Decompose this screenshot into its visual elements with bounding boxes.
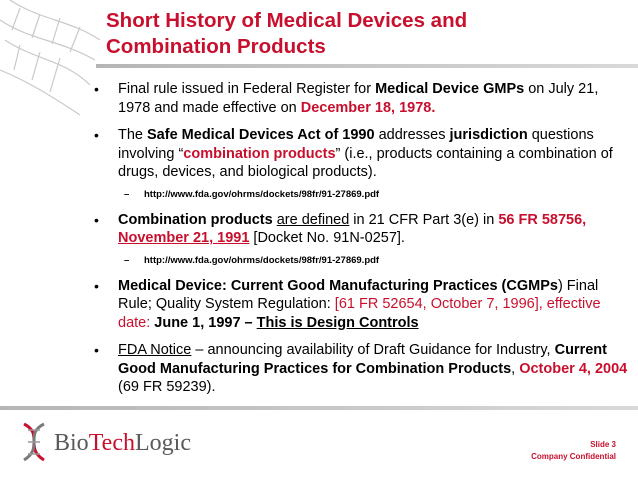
bullet-marker: • [94, 127, 99, 143]
logo-bio: Bio [54, 430, 89, 456]
bullet-text: addresses [374, 127, 450, 143]
bullet-text: , [511, 360, 520, 377]
footer-divider [0, 406, 638, 410]
bullet-text: questions involving “ [118, 127, 594, 162]
bullet-fda-notice: • FDA Notice – announcing availability o… [90, 341, 630, 397]
bullet-marker: • [94, 342, 99, 358]
url-link[interactable]: http://www.fda.gov/ohrms/dockets/98fr/91… [144, 188, 380, 200]
bullet-marker: • [94, 211, 99, 228]
bullet-text: December 18, 1978. [300, 99, 436, 116]
bullet-text: ) Final Rule; Quality System Regulation: [118, 277, 599, 313]
bullet-text: This is Design Controls [256, 314, 419, 331]
bullet-text: Final rule issued in Federal Register fo… [118, 81, 376, 97]
bullet-text: FDA Notice [118, 342, 192, 358]
biotechlogic-logo: BioTechLogic [18, 422, 218, 462]
slide-title: Short History of Medical Devices and Com… [106, 8, 626, 60]
bullet-marker: • [94, 81, 99, 97]
sub-bullet-url-1[interactable]: – http://www.fda.gov/ohrms/dockets/98fr/… [90, 189, 630, 201]
sub-bullet-url-2[interactable]: – http://www.fda.gov/ohrms/dockets/98fr/… [90, 255, 630, 267]
bullet-text: Current Good Manufacturing Practices for… [118, 342, 607, 377]
bullet-combination-products-defined: • Combination products are defined in 21… [90, 211, 630, 248]
dna-logo-icon [23, 422, 45, 462]
bullet-text: November 21, 1991 [118, 230, 250, 246]
confidentiality-notice: Company Confidential [531, 452, 616, 461]
bullet-text: Combination products [118, 211, 273, 228]
bullet-text: 56 FR 58756, [498, 211, 587, 228]
logo-tech: Tech [88, 430, 135, 456]
bullet-text: – announcing availability of Draft Guida… [191, 342, 555, 358]
slide-number: Slide 3 [590, 440, 616, 449]
bullet-safe-medical-devices-act: • The Safe Medical Devices Act of 1990 a… [90, 126, 630, 182]
sub-bullet-marker: – [124, 188, 130, 200]
bullet-text: Medical Device GMPs [375, 81, 525, 97]
bullet-text: (69 FR 59239). [118, 379, 216, 395]
logo-logic: Logic [134, 430, 191, 456]
bullet-text: are defined [276, 211, 350, 228]
bullet-text: combination products [183, 145, 336, 162]
title-line-2: Combination Products [106, 35, 326, 58]
bullet-text: June 1, 1997 [154, 314, 241, 331]
title-divider [96, 64, 638, 68]
dna-helix-graphic [0, 0, 101, 116]
bullet-text: ” (i.e., products containing a combinati… [118, 145, 613, 181]
bullet-text: [Docket No. 91N-0257]. [249, 230, 405, 246]
bullet-text: – [240, 314, 257, 331]
bullet-text: October 4, 2004 [519, 360, 628, 377]
bullet-text: The [118, 127, 148, 143]
bullet-text: in 21 CFR Part 3(e) in [349, 211, 499, 228]
sub-bullet-marker: – [124, 254, 130, 266]
bullet-text: on July 21, 1978 and made effective on [118, 81, 599, 116]
url-link[interactable]: http://www.fda.gov/ohrms/dockets/98fr/91… [144, 254, 380, 266]
logo-wordmark: BioTechLogic [54, 430, 191, 457]
bullet-text: Safe Medical Devices Act of 1990 [147, 127, 375, 143]
bullet-cgmp-final-rule: • Medical Device: Current Good Manufactu… [90, 277, 630, 333]
bullet-text: Medical Device: Current Good Manufacturi… [118, 277, 558, 294]
bullet-text: jurisdiction [449, 127, 528, 143]
title-line-1: Short History of Medical Devices and [106, 9, 468, 32]
bullet-marker: • [94, 277, 99, 294]
bullet-list: • Final rule issued in Federal Register … [90, 80, 630, 406]
bullet-text: [61 FR 52654, October 7, 1996], effectiv… [118, 296, 601, 331]
bullet-gmp-final-rule: • Final rule issued in Federal Register … [90, 80, 630, 117]
